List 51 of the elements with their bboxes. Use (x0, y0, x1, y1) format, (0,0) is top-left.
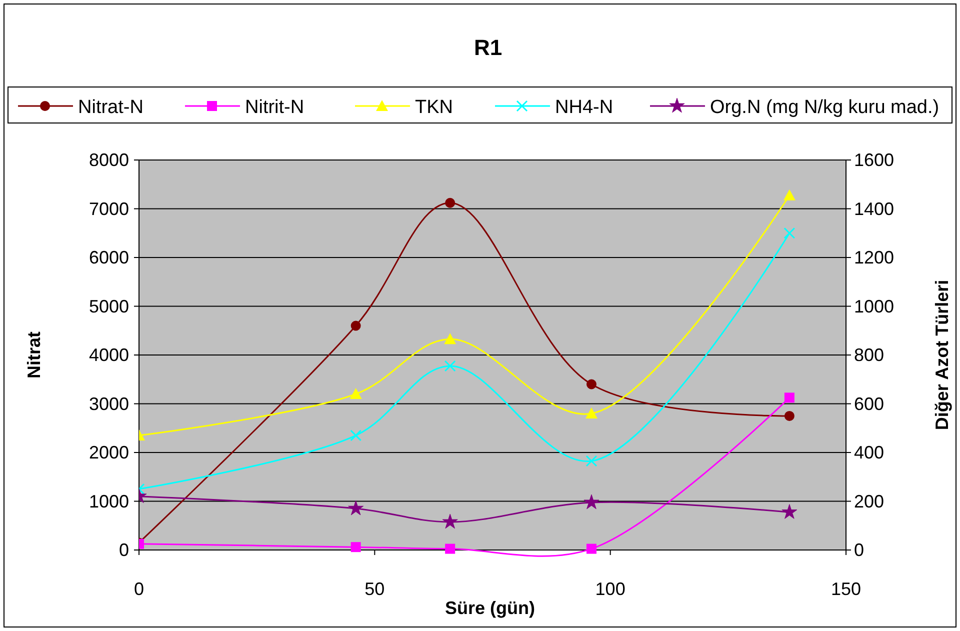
y2-tick-label: 200 (854, 491, 884, 512)
y2-tick-label: 1000 (854, 296, 894, 316)
point (444, 360, 456, 372)
point (350, 430, 362, 442)
x-tick-label: 0 (134, 579, 144, 599)
y2-axis-title: Diğer Azot Türleri (932, 280, 952, 430)
point (445, 198, 456, 208)
point (784, 227, 796, 239)
y2-tick-label: 1200 (854, 248, 894, 268)
legend-label: Org.N (mg N/kg kuru mad.) (710, 97, 940, 118)
point (586, 455, 598, 467)
y2-tick-label: 1600 (854, 150, 894, 170)
point (784, 392, 794, 403)
y2-tick-label: 800 (854, 345, 884, 365)
point (585, 408, 598, 418)
legend-label: TKN (415, 97, 453, 118)
chart-title: R1 (474, 35, 502, 60)
y2-tick-label: 0 (854, 540, 864, 560)
y-tick-label: 3000 (88, 394, 129, 414)
y2-tick-label: 600 (854, 394, 884, 414)
x-axis-title: Süre (gün) (445, 598, 535, 618)
point (586, 544, 596, 554)
y2-tick-label: 1400 (854, 198, 894, 219)
point (348, 500, 364, 516)
x-tick-label: 150 (830, 579, 862, 599)
y-tick-label: 4000 (88, 345, 129, 365)
point (350, 542, 361, 552)
point (782, 504, 798, 519)
legend-label: Nitrat-N (78, 97, 144, 118)
y-tick-label: 7000 (88, 198, 129, 219)
legend-label: NH4-N (555, 97, 614, 118)
y2-tick-label: 400 (854, 442, 884, 462)
point (784, 410, 794, 421)
x-tick-label: 100 (595, 579, 626, 599)
y-tick-label: 6000 (88, 248, 129, 268)
y-axis-title: Nitrat (24, 331, 44, 379)
legend-label: Nitrit-N (245, 97, 304, 118)
point (350, 320, 361, 331)
point (783, 189, 796, 200)
x-tick-label: 50 (364, 579, 385, 599)
y-tick-label: 5000 (88, 296, 129, 316)
point (445, 544, 456, 554)
y-tick-label: 2000 (88, 442, 129, 462)
y-tick-label: 0 (118, 540, 129, 560)
point (444, 333, 456, 344)
point (586, 379, 596, 390)
point (442, 514, 458, 529)
point (350, 388, 362, 399)
y-tick-label: 8000 (88, 150, 129, 170)
y-tick-label: 1000 (88, 491, 129, 512)
point (584, 494, 600, 510)
